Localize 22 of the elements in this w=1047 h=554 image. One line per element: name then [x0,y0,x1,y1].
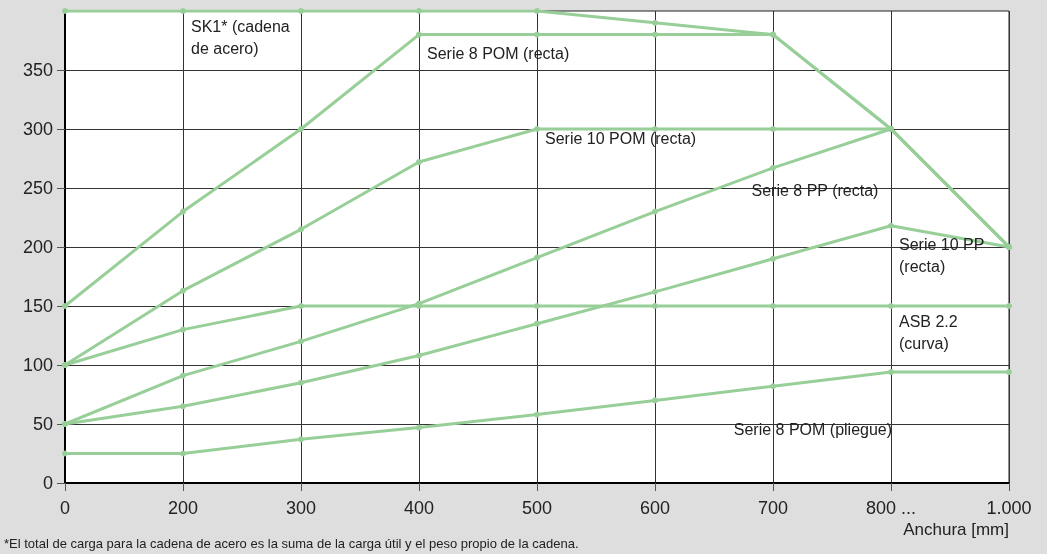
y-tick-label: 150 [22,296,53,316]
x-tick-label: 1.000 [986,498,1032,518]
series-label: SK1* (cadena de acero) [191,17,295,57]
series-label: Serie 8 POM (pliegue) [733,420,893,438]
x-tick-label: 600 [639,498,671,518]
x-tick-label: 300 [285,498,317,518]
x-tick-label: 500 [521,498,553,518]
x-tick-label: 800 ... [865,498,917,518]
x-tick-label: 700 [757,498,789,518]
series-label: ASB 2.2 (curva) [899,312,963,352]
y-tick-label: 350 [22,60,53,80]
y-tick-label: 100 [22,355,53,375]
y-tick-label: 300 [22,119,53,139]
y-tick-label: 250 [22,178,53,198]
text: *El total de carga para la cadena de acero es la suma de la carga útil y el peso propio de la cadena. [4,536,579,551]
x-tick-label: 0 [59,498,71,518]
y-tick-label: 0 [42,473,53,493]
y-tick-label: 50 [32,414,53,434]
x-axis-title: Anchura [mm] [903,520,1009,539]
x-tick-label: 200 [167,498,199,518]
y-tick-label: 200 [22,237,53,257]
x-tick-label: 400 [403,498,435,518]
